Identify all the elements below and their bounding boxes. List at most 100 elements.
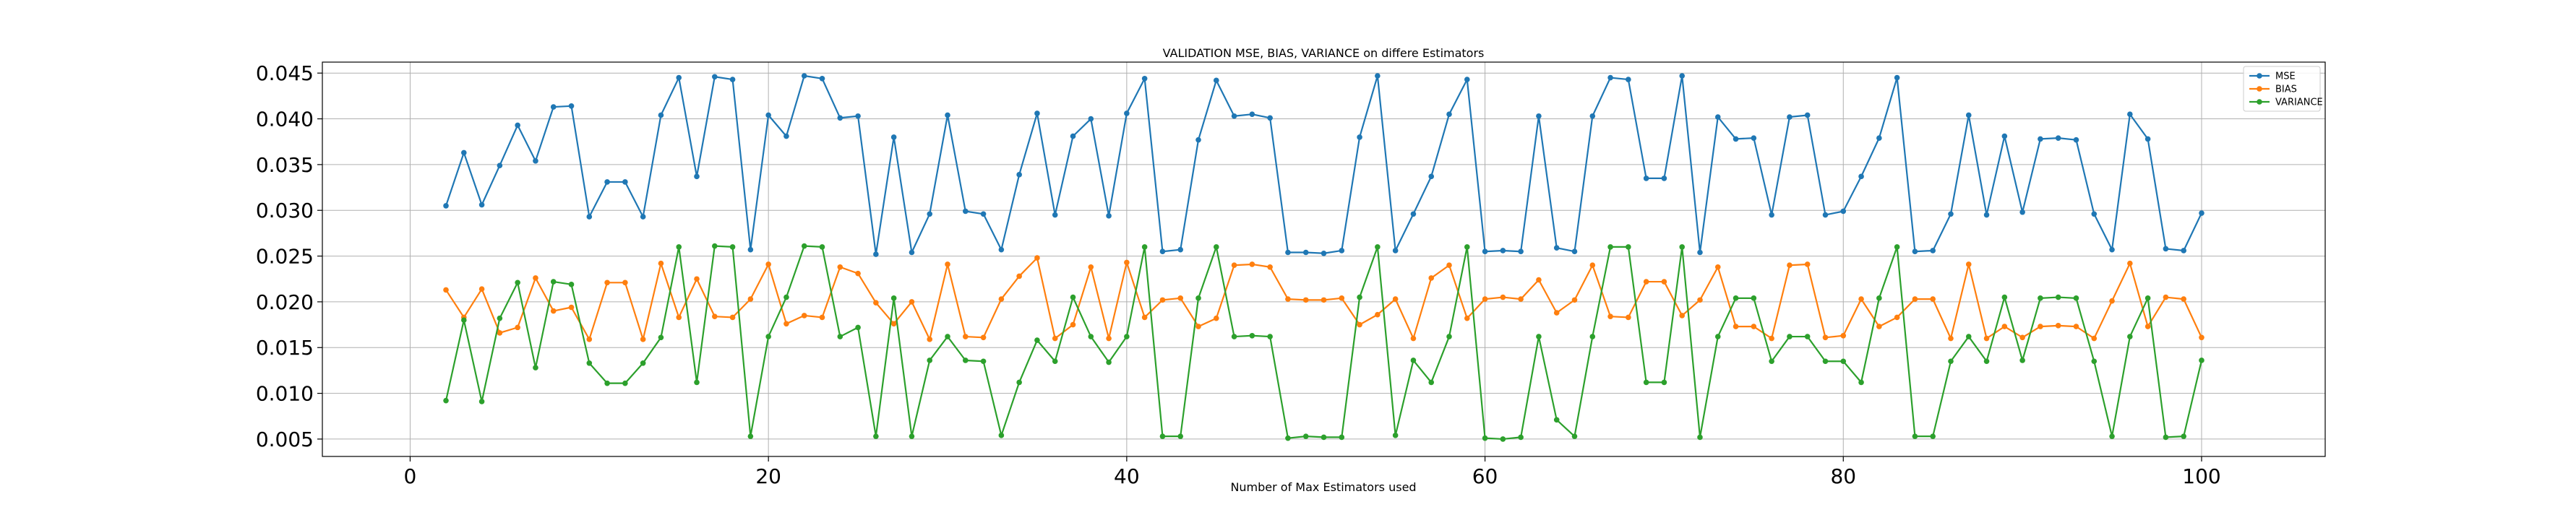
data-point-bias [478, 286, 485, 292]
data-point-variance [1357, 294, 1362, 300]
data-point-bias [1159, 297, 1166, 303]
data-point-mse [515, 122, 520, 129]
series-lines [443, 73, 2204, 442]
data-point-variance [1697, 434, 1703, 441]
data-point-mse [1106, 213, 1112, 219]
data-point-variance [1016, 379, 1022, 386]
data-point-variance [1751, 295, 1757, 301]
data-point-mse [568, 103, 575, 109]
data-point-bias [658, 260, 664, 266]
data-point-bias [2091, 335, 2098, 342]
data-point-bias [1482, 296, 1488, 302]
data-point-mse [1410, 211, 1417, 217]
data-point-bias [1285, 296, 1291, 302]
data-point-variance [1034, 337, 1040, 343]
data-point-mse [1088, 116, 1094, 122]
data-point-variance [1159, 433, 1166, 439]
data-point-bias [1536, 277, 1542, 283]
data-point-mse [1446, 111, 1452, 118]
data-point-variance [640, 360, 646, 366]
data-point-mse [1607, 74, 1613, 81]
y-tick-label: 0.030 [256, 199, 314, 222]
data-point-bias [1858, 296, 1864, 302]
data-point-bias [533, 275, 538, 281]
data-point-mse [1679, 73, 1686, 79]
data-point-mse [765, 112, 771, 118]
data-point-mse [1034, 110, 1040, 116]
data-point-variance [550, 279, 557, 285]
data-point-bias [1553, 310, 1560, 316]
data-point-bias [550, 308, 557, 314]
legend-label-bias: BIAS [2275, 84, 2297, 95]
data-point-bias [1375, 311, 1381, 318]
data-point-mse [2091, 211, 2098, 217]
data-point-mse [1948, 211, 1954, 217]
data-point-variance [837, 334, 843, 339]
data-point-variance [873, 433, 879, 439]
data-point-bias [586, 337, 593, 342]
data-point-variance [1536, 334, 1542, 339]
data-point-variance [1249, 332, 1255, 339]
data-point-mse [1500, 248, 1506, 254]
data-point-bias [1912, 296, 1918, 302]
data-point-variance [1446, 334, 1452, 339]
x-tick-label: 100 [2182, 464, 2220, 488]
data-point-variance [2055, 294, 2061, 300]
data-point-variance [2091, 358, 2098, 365]
data-point-bias [1840, 332, 1847, 339]
data-point-variance [1464, 244, 1470, 250]
data-point-mse [1016, 172, 1022, 178]
data-point-bias [1177, 295, 1184, 301]
data-point-mse [2055, 135, 2061, 141]
data-point-variance [1983, 358, 1990, 365]
data-point-mse [1321, 250, 1327, 256]
data-point-variance [1124, 334, 1130, 339]
x-axis-title: Number of Max Estimators used [1230, 480, 1416, 494]
y-tick-label: 0.005 [256, 428, 314, 451]
data-point-variance [927, 358, 933, 363]
data-point-variance [729, 244, 736, 250]
data-point-bias [443, 287, 449, 293]
data-point-variance [2001, 294, 2008, 300]
data-point-bias [1894, 314, 1900, 321]
data-point-variance [1787, 334, 1793, 339]
data-point-variance [1840, 358, 1847, 365]
data-point-mse [1070, 133, 1076, 139]
x-tick-label: 0 [404, 464, 417, 488]
data-point-bias [801, 313, 807, 318]
data-point-bias [1876, 324, 1882, 329]
data-point-variance [676, 244, 682, 250]
data-point-mse [676, 74, 682, 81]
data-point-variance [515, 280, 520, 286]
x-tick-label: 40 [1114, 464, 1140, 488]
data-point-bias [927, 337, 933, 342]
legend-marker-bias [2257, 86, 2262, 92]
data-point-variance [855, 324, 861, 331]
data-point-bias [837, 264, 843, 270]
data-point-bias [1930, 296, 1936, 302]
y-tick-label: 0.010 [256, 382, 314, 406]
data-point-mse [1518, 248, 1524, 255]
data-point-variance [1714, 334, 1721, 339]
data-point-variance [497, 315, 503, 321]
data-point-bias [1195, 324, 1201, 329]
data-point-mse [1912, 248, 1918, 255]
data-point-mse [550, 104, 557, 110]
data-point-variance [2038, 295, 2043, 301]
data-point-variance [1858, 379, 1864, 386]
data-point-bias [1141, 314, 1148, 321]
y-tick-label: 0.015 [256, 336, 314, 360]
data-point-bias [1769, 335, 1774, 342]
data-point-bias [998, 296, 1005, 302]
data-point-mse [2144, 136, 2151, 142]
data-point-mse [1267, 115, 1273, 121]
legend-label-mse: MSE [2275, 72, 2296, 82]
data-point-variance [1375, 244, 1381, 250]
data-point-variance [945, 334, 950, 339]
data-point-bias [1249, 261, 1255, 267]
data-point-mse [1141, 76, 1148, 82]
data-point-mse [2038, 136, 2043, 142]
data-point-bias [2073, 324, 2079, 329]
data-point-variance [1571, 433, 1578, 439]
data-point-variance [1518, 434, 1524, 441]
